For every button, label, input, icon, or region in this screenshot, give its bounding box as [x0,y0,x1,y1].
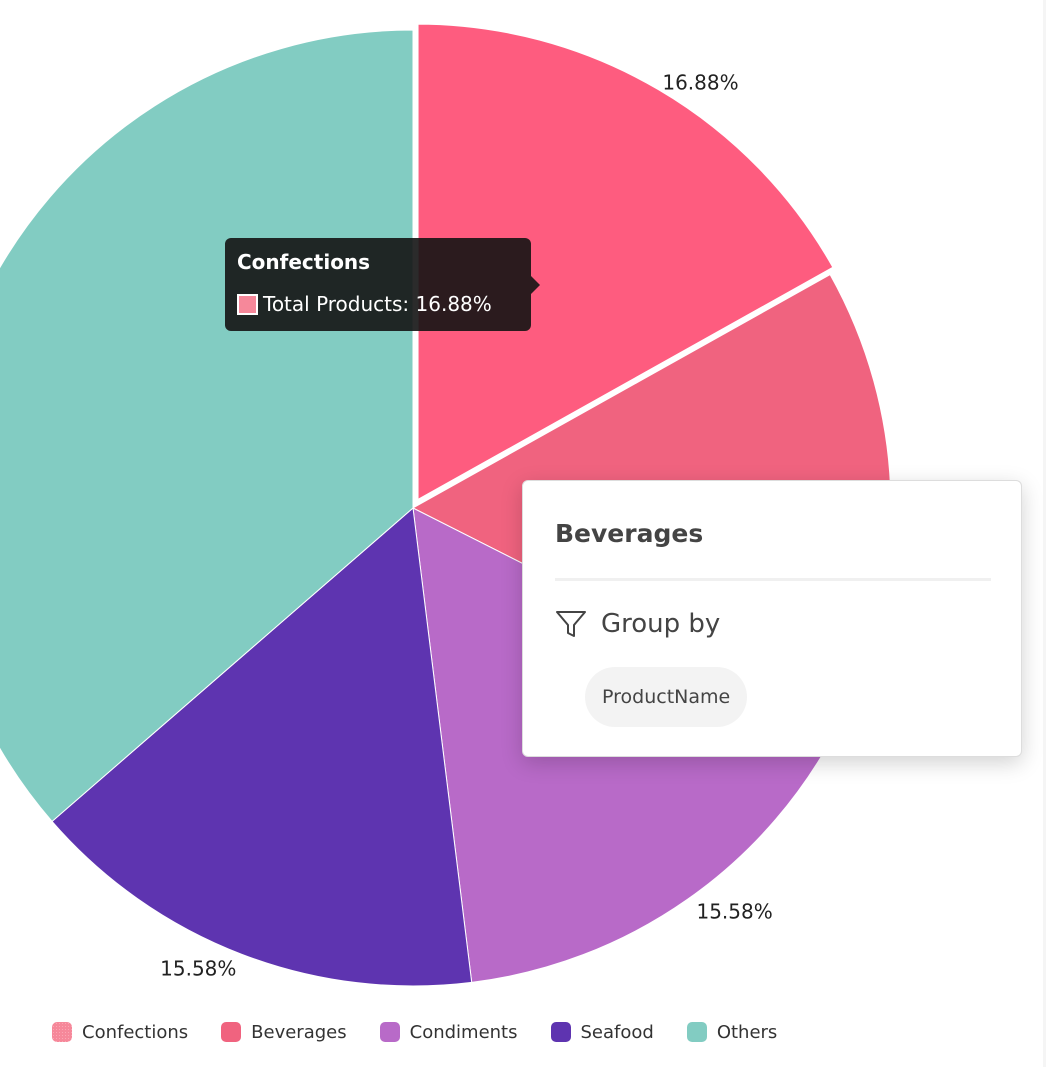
chart-legend: Confections Beverages Condiments Seafood Oth… [52,1019,810,1045]
slice-others[interactable] [0,29,414,822]
legend-label: Seafood [580,1021,654,1043]
legend-item-beverages[interactable]: Beverages [221,1021,347,1043]
legend-item-others[interactable]: Others [686,1021,778,1043]
slice-confections[interactable] [415,21,836,503]
slice-seafood[interactable] [51,507,473,987]
tooltip-swatch [237,293,258,315]
tooltip-value-row: Total Products: 16.88% [237,291,492,317]
legend-item-seafood[interactable]: Seafood [550,1021,654,1043]
chart-tooltip: Confections Total Products: 16.88% [225,238,540,331]
tooltip-value: Total Products: 16.88% [263,292,492,316]
legend-swatch [550,1022,571,1042]
group-by-label: Group by [601,609,721,639]
tooltip-arrow [531,276,540,294]
tooltip-title: Confections [237,250,371,274]
legend-label: Condiments [409,1021,518,1043]
segment-popover: Beverages Group by ProductName [522,480,1022,757]
legend-label: Beverages [251,1021,347,1043]
group-by-button[interactable]: Group by [555,609,720,639]
filter-icon [556,611,586,637]
popover-title: Beverages [555,519,704,548]
legend-swatch [221,1022,242,1042]
group-by-chip-productname[interactable]: ProductName [585,667,748,727]
popover-divider [555,578,991,581]
legend-swatch [686,1022,707,1042]
legend-swatch [379,1022,400,1042]
legend-label: Confections [82,1021,189,1043]
legend-swatch [52,1022,72,1042]
data-label-seafood: 15.58% [160,956,236,980]
data-label-condiments: 15.58% [696,899,772,923]
legend-item-confections[interactable]: Confections [52,1022,188,1043]
legend-label: Others [716,1021,778,1043]
data-label-confections: 16.88% [662,71,738,95]
page-edge-rule [1043,0,1046,1067]
legend-item-condiments[interactable]: Condiments [379,1021,518,1043]
